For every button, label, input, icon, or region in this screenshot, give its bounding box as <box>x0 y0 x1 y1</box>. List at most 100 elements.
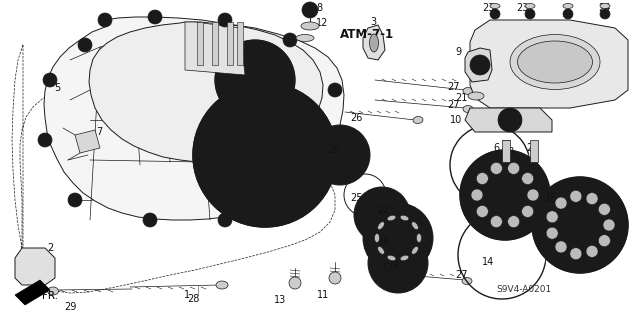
Polygon shape <box>15 248 55 285</box>
Text: 22: 22 <box>377 205 390 215</box>
Ellipse shape <box>510 34 600 90</box>
Circle shape <box>328 83 342 97</box>
Circle shape <box>193 83 337 227</box>
Text: 28: 28 <box>187 294 199 304</box>
Text: 5: 5 <box>54 83 60 93</box>
Ellipse shape <box>463 106 473 113</box>
Text: 17: 17 <box>382 263 394 273</box>
Ellipse shape <box>301 22 319 30</box>
Circle shape <box>559 204 601 246</box>
Ellipse shape <box>518 41 593 83</box>
Ellipse shape <box>463 87 473 94</box>
Circle shape <box>508 162 520 174</box>
Circle shape <box>368 233 428 293</box>
Circle shape <box>218 13 232 27</box>
Circle shape <box>570 190 582 202</box>
Circle shape <box>470 160 540 230</box>
Ellipse shape <box>387 255 396 261</box>
Circle shape <box>310 125 370 185</box>
Circle shape <box>376 241 420 285</box>
Circle shape <box>220 110 310 200</box>
Text: 26: 26 <box>350 113 362 123</box>
Ellipse shape <box>296 34 314 41</box>
Circle shape <box>283 33 297 47</box>
Polygon shape <box>227 22 233 65</box>
Ellipse shape <box>378 246 385 254</box>
Circle shape <box>78 38 92 52</box>
Text: 3: 3 <box>370 17 376 27</box>
Polygon shape <box>89 22 323 162</box>
Circle shape <box>586 193 598 204</box>
Ellipse shape <box>387 215 396 221</box>
Polygon shape <box>502 140 510 162</box>
Circle shape <box>302 2 318 18</box>
Circle shape <box>598 203 611 215</box>
Polygon shape <box>75 130 100 153</box>
Ellipse shape <box>412 246 419 254</box>
Circle shape <box>27 267 43 283</box>
Polygon shape <box>15 280 50 305</box>
Circle shape <box>555 241 567 253</box>
Text: 12: 12 <box>316 18 328 28</box>
Polygon shape <box>237 22 243 65</box>
Ellipse shape <box>329 272 341 284</box>
Polygon shape <box>465 48 492 82</box>
Circle shape <box>372 212 424 264</box>
Circle shape <box>471 189 483 201</box>
Text: 15: 15 <box>545 193 557 203</box>
Text: 29: 29 <box>64 302 76 312</box>
Ellipse shape <box>400 215 409 221</box>
Text: 23: 23 <box>482 3 494 13</box>
Circle shape <box>603 219 615 231</box>
Circle shape <box>476 205 488 218</box>
Polygon shape <box>212 22 218 65</box>
Circle shape <box>68 193 82 207</box>
Text: 27: 27 <box>447 100 460 110</box>
Text: 19: 19 <box>557 225 570 235</box>
Circle shape <box>586 245 598 257</box>
Circle shape <box>485 175 525 215</box>
Circle shape <box>382 222 414 254</box>
Text: 27: 27 <box>447 82 460 92</box>
Text: 20: 20 <box>328 145 340 155</box>
Text: 10: 10 <box>450 115 462 125</box>
Ellipse shape <box>216 281 228 289</box>
Circle shape <box>570 248 582 260</box>
Text: 11: 11 <box>317 290 329 300</box>
Circle shape <box>43 73 57 87</box>
Circle shape <box>522 205 534 218</box>
Circle shape <box>237 62 273 98</box>
Circle shape <box>522 173 534 185</box>
Circle shape <box>546 211 558 223</box>
Text: 1: 1 <box>184 290 190 300</box>
Text: 8: 8 <box>316 3 322 13</box>
Text: S9V4-A0201: S9V4-A0201 <box>496 286 551 294</box>
Text: 24: 24 <box>598 3 611 13</box>
Circle shape <box>362 195 402 235</box>
Text: 13: 13 <box>274 295 286 305</box>
Circle shape <box>543 188 617 262</box>
Ellipse shape <box>369 34 378 52</box>
Text: 25: 25 <box>350 193 362 203</box>
Circle shape <box>218 213 232 227</box>
Circle shape <box>293 203 307 217</box>
Circle shape <box>600 9 610 19</box>
Ellipse shape <box>289 277 301 289</box>
Ellipse shape <box>462 278 472 285</box>
Circle shape <box>460 150 550 240</box>
Circle shape <box>546 227 558 239</box>
Ellipse shape <box>490 4 500 9</box>
Text: 14: 14 <box>482 257 494 267</box>
Ellipse shape <box>400 255 409 261</box>
Polygon shape <box>363 25 385 60</box>
Circle shape <box>490 9 500 19</box>
Ellipse shape <box>600 4 610 9</box>
Circle shape <box>598 235 611 247</box>
Text: 27: 27 <box>455 270 467 280</box>
Circle shape <box>38 133 52 147</box>
Circle shape <box>555 197 567 209</box>
Ellipse shape <box>412 222 419 230</box>
Polygon shape <box>530 140 538 162</box>
Polygon shape <box>470 20 628 108</box>
Circle shape <box>490 162 502 174</box>
